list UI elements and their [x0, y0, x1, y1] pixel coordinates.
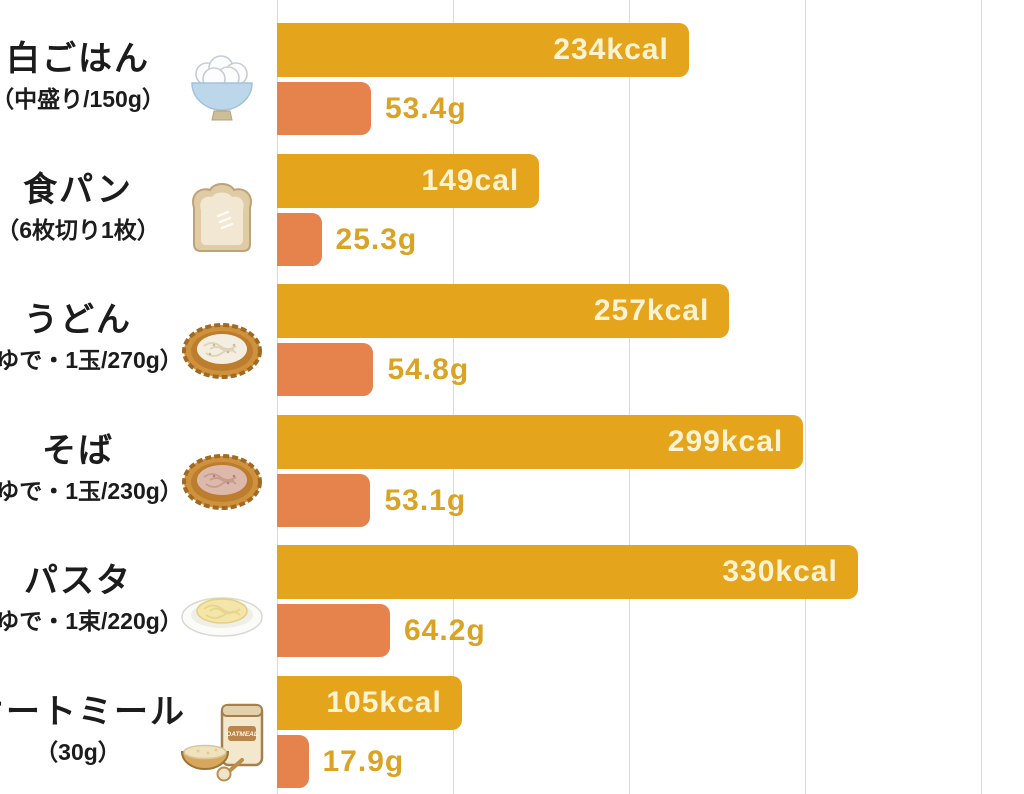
udon-basket-icon: [176, 308, 268, 392]
kcal-value-label: 234kcal: [553, 33, 669, 66]
carb-bar: [277, 734, 309, 788]
rice-bowl-icon: [176, 47, 268, 131]
chart-row: 食パン （6枚切り1枚） 149cal 25.3g: [0, 153, 1024, 268]
gridline: [629, 0, 630, 794]
kcal-value-label: 330kcal: [722, 555, 838, 588]
food-label: オートミール （30g）: [0, 688, 186, 769]
food-name: うどん: [23, 301, 132, 339]
chart-row: うどん （ゆで・1玉/270g） 257kcal 54.8g: [0, 284, 1024, 398]
gridline: [805, 0, 806, 794]
carb-bar: [277, 343, 374, 396]
carb-bar: [277, 473, 371, 527]
gridline: [453, 0, 454, 794]
gridline: [277, 0, 278, 794]
carb-bar: [277, 604, 390, 657]
kcal-value-label: 257kcal: [593, 294, 710, 327]
kcal-bar: 105kcal: [277, 675, 462, 730]
food-label: 白ごはん （中盛り/150g）: [0, 35, 165, 116]
food-name: そば: [41, 431, 114, 470]
carb-bar: [277, 212, 322, 266]
food-label: 食パン （6枚切り1枚）: [0, 166, 160, 247]
kcal-bar: 234kcal: [277, 23, 689, 77]
food-label: パスタ （ゆで・1束/220g）: [0, 557, 183, 638]
oatmeal-icon: OATMEAL: [176, 700, 268, 784]
kcal-bar: 330kcal: [277, 545, 858, 599]
food-portion: （ゆで・1玉/270g）: [0, 347, 183, 373]
food-portion: （ゆで・1束/220g）: [0, 608, 183, 634]
food-portion: （中盛り/150g）: [0, 86, 165, 112]
gridline: [981, 0, 982, 794]
food-label: そば （ゆで・1玉/230g）: [0, 427, 183, 508]
chart-row: オートミール （30g） OATMEAL 105kcal 17.9g: [0, 675, 1024, 790]
chart-row: 白ごはん （中盛り/150g） 234kcal 53.4g: [0, 23, 1024, 137]
kcal-value-label: 149cal: [421, 163, 520, 197]
chart-row: パスタ （ゆで・1束/220g） 330kcal 64.2g: [0, 545, 1024, 659]
food-portion: （30g）: [35, 738, 121, 765]
carb-value-label: 53.1g: [384, 483, 467, 517]
carb-value-label: 17.9g: [322, 744, 405, 778]
kcal-bar: 299kcal: [277, 414, 804, 469]
food-name: 食パン: [23, 170, 133, 209]
kcal-bar: 149cal: [277, 153, 540, 208]
carb-value-label: 53.4g: [384, 92, 467, 125]
carb-bar: [277, 82, 371, 135]
food-portion: （ゆで・1玉/230g）: [0, 477, 183, 504]
food-name: オートミール: [0, 692, 186, 731]
chart-row: そば （ゆで・1玉/230g） 299kcal 53.1g: [0, 414, 1024, 529]
carb-value-label: 54.8g: [387, 353, 470, 386]
kcal-value-label: 299kcal: [667, 424, 784, 458]
pasta-plate-icon: [176, 569, 268, 653]
food-name: 白ごはん: [5, 40, 150, 78]
carb-value-label: 64.2g: [403, 614, 486, 647]
svg-text:OATMEAL: OATMEAL: [226, 731, 258, 738]
soba-basket-icon: [176, 439, 268, 523]
food-label: うどん （ゆで・1玉/270g）: [0, 296, 183, 377]
kcal-value-label: 105kcal: [326, 685, 442, 719]
bread-slice-icon: [176, 178, 268, 262]
carb-value-label: 25.3g: [335, 222, 418, 256]
food-portion: （6枚切り1枚）: [0, 216, 160, 243]
food-name: パスタ: [23, 562, 132, 600]
kcal-bar: 257kcal: [277, 284, 730, 338]
